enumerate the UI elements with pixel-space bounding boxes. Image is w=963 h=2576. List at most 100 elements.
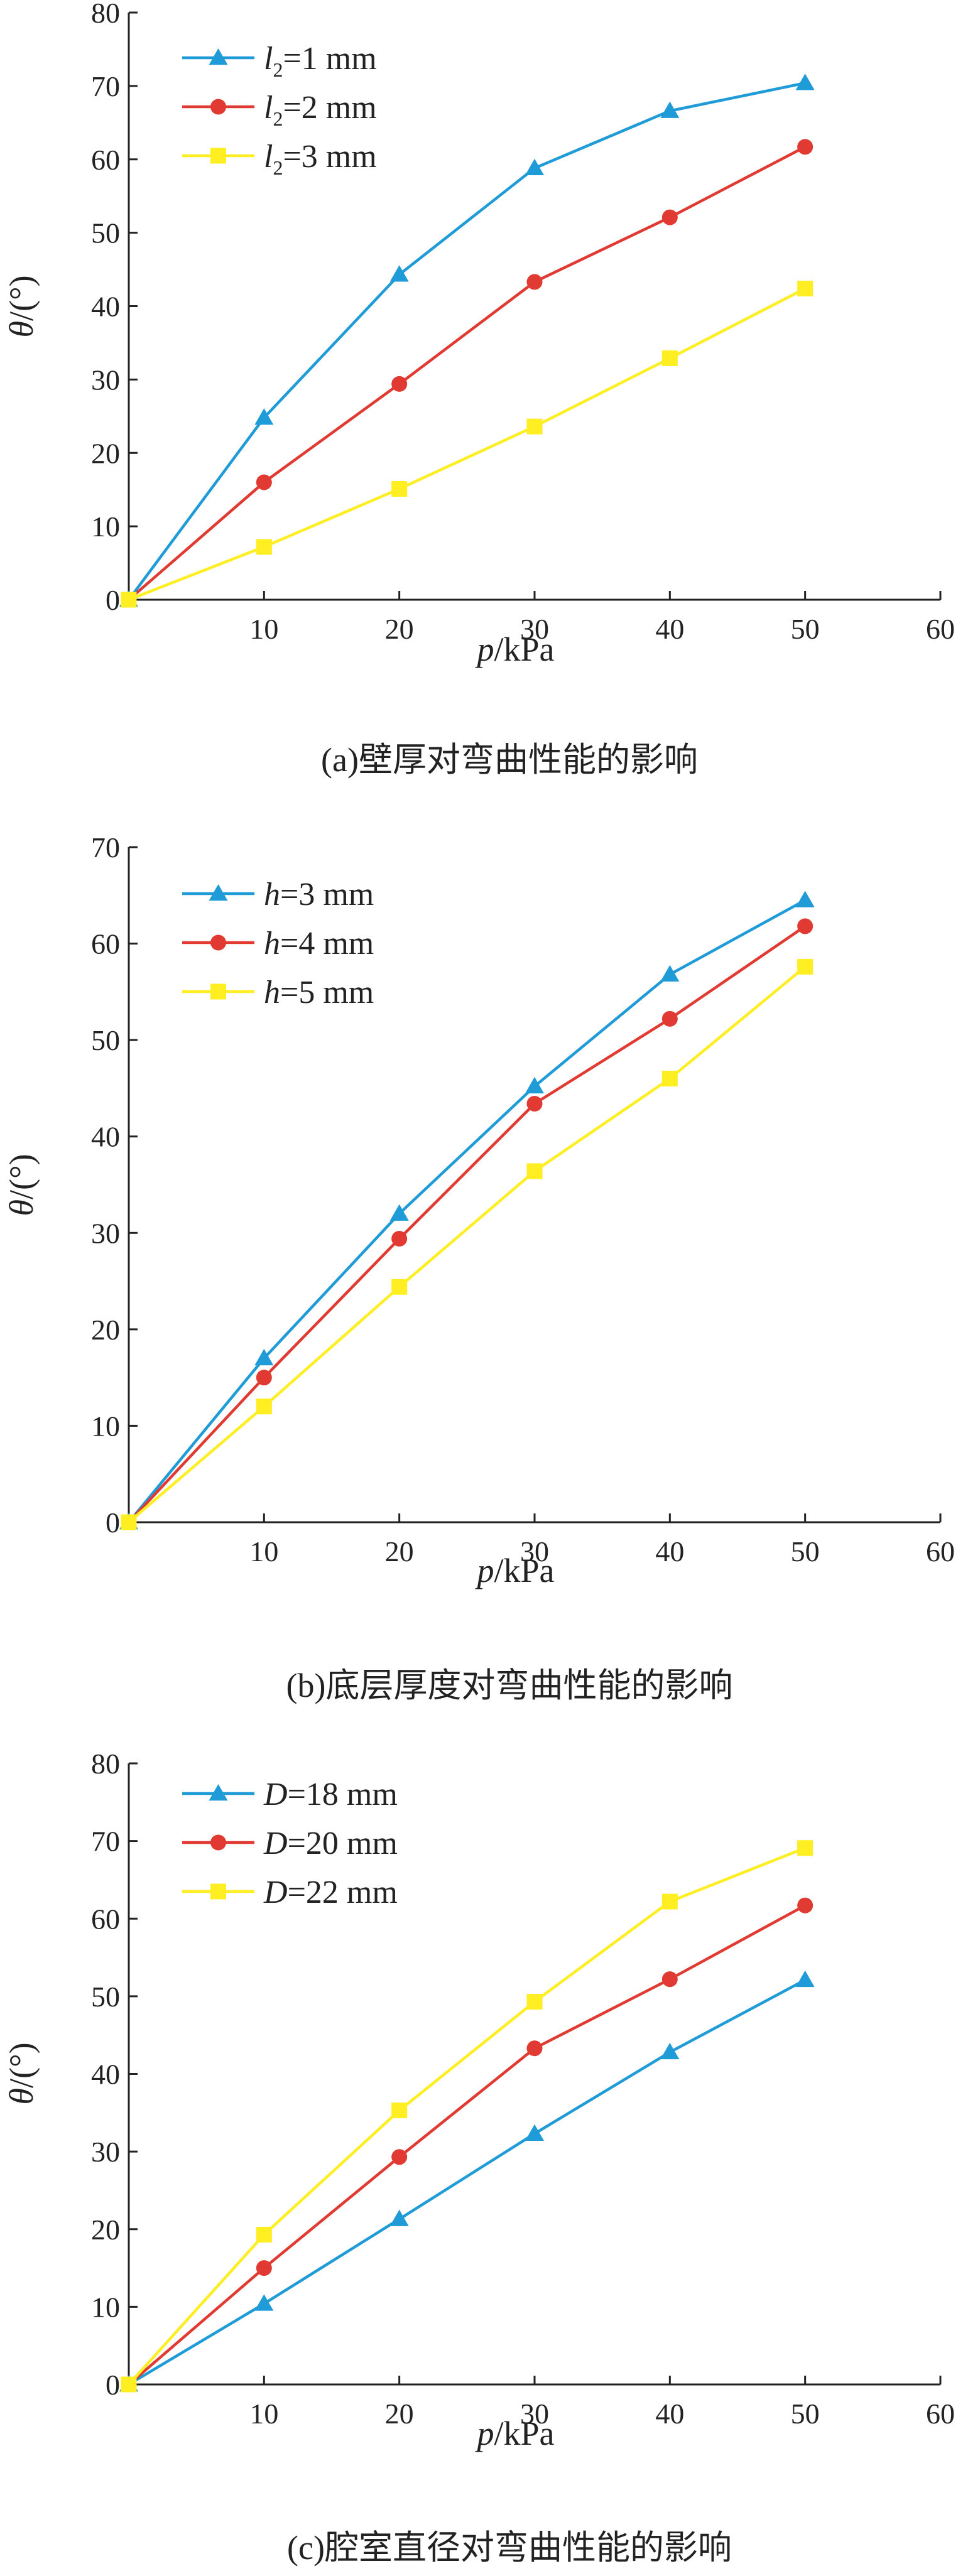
data-point [661, 1071, 678, 1087]
x-tick-label: 30 [520, 613, 549, 645]
data-point [795, 890, 815, 907]
y-tick-label: 20 [91, 2214, 120, 2246]
data-point [661, 350, 678, 366]
data-point [797, 918, 813, 934]
y-tick-label: 10 [91, 1410, 120, 1442]
data-point [391, 2149, 408, 2165]
y-tick-label: 30 [91, 1217, 120, 1249]
data-point [256, 2226, 272, 2243]
legend-marker [210, 148, 226, 164]
x-tick-label: 10 [249, 2398, 278, 2430]
chart-panel-3: 0 10 20 30 40 50 60 70 80 10 20 30 40 50 60 p/kPa θ/(°) D… [3, 1748, 955, 2567]
y-tick-label: 0 [106, 1507, 120, 1539]
legend-marker [210, 983, 226, 1000]
x-tick-label: 40 [655, 2398, 684, 2430]
data-point [795, 1970, 815, 1988]
data-point [797, 1897, 813, 1913]
x-tick-label: 20 [385, 613, 414, 645]
chart-panel-1: 0 10 20 30 40 50 60 70 80 10 20 30 40 50 60 p/kPa θ/(°) l… [3, 0, 955, 779]
data-point [256, 539, 272, 555]
series-line-2 [128, 925, 806, 1523]
series-line-3 [128, 965, 807, 1523]
y-tick-label: 0 [106, 584, 120, 616]
data-point [391, 2102, 408, 2119]
data-point [254, 2294, 274, 2311]
series-line-1 [128, 81, 806, 601]
legend-label: D=20 mm [263, 1826, 398, 1861]
legend-marker [209, 884, 228, 901]
legend-marker [210, 1883, 226, 1900]
legend-label: D=22 mm [263, 1875, 398, 1910]
y-tick-label: 10 [91, 511, 120, 543]
legend-label: h=4 mm [264, 926, 374, 961]
y-tick-label: 70 [91, 831, 120, 863]
x-tick-label: 50 [791, 613, 820, 645]
data-point [526, 1994, 543, 2010]
y-tick-label: 50 [91, 1024, 120, 1056]
legend-marker [209, 1784, 228, 1801]
data-point [526, 2040, 543, 2057]
data-point [121, 1514, 137, 1530]
x-tick-label: 50 [791, 2398, 820, 2430]
legend-label: l2=1 mm [264, 41, 377, 81]
y-tick-label: 80 [91, 1748, 120, 1780]
legend-label: h=3 mm [264, 877, 374, 912]
y-tick-label: 40 [91, 291, 120, 323]
data-point [526, 418, 543, 435]
x-tick-label: 60 [926, 2398, 955, 2430]
x-tick-label: 10 [249, 1535, 278, 1567]
y-tick-label: 50 [91, 1981, 120, 2013]
y-axis-label: θ/(°) [3, 275, 40, 337]
y-tick-label: 10 [91, 2291, 120, 2323]
data-point [121, 592, 137, 608]
data-point [795, 73, 815, 90]
x-tick-label: 50 [791, 1535, 820, 1567]
y-tick-label: 0 [106, 2369, 120, 2401]
data-point [661, 1893, 678, 1910]
data-point [391, 1279, 408, 1295]
series-line-1 [128, 1978, 806, 2386]
data-point [256, 474, 272, 490]
x-tick-label: 40 [655, 613, 684, 645]
data-point [254, 408, 274, 425]
x-tick-label: 10 [249, 613, 278, 645]
data-point [254, 1348, 274, 1366]
data-point [121, 2376, 137, 2393]
series-line-1 [128, 899, 806, 1523]
x-tick-label: 30 [520, 2398, 549, 2430]
x-tick-label: 20 [385, 2398, 414, 2430]
data-point [660, 101, 680, 118]
panel-caption: (b)底层厚度对弯曲性能的影响 [286, 1667, 733, 1704]
data-point [661, 1971, 678, 1988]
y-tick-label: 70 [91, 70, 120, 102]
x-tick-label: 60 [926, 613, 955, 645]
x-axis-label: p/kPa [474, 630, 554, 668]
data-point [389, 1204, 409, 1221]
series-line-3 [128, 287, 806, 602]
y-tick-label: 60 [91, 928, 120, 960]
x-tick-label: 30 [520, 1535, 549, 1567]
series-line-2 [128, 145, 806, 601]
y-axis-label: θ/(°) [3, 2042, 40, 2104]
data-point [256, 1399, 272, 1415]
panel-caption: (c)腔室直径对弯曲性能的影响 [287, 2529, 732, 2567]
series-line-2 [128, 1904, 806, 2386]
data-point [660, 2042, 680, 2060]
x-tick-label: 60 [926, 1535, 955, 1567]
data-point [256, 2260, 272, 2276]
x-tick-label: 40 [655, 1535, 684, 1567]
y-tick-label: 30 [91, 364, 120, 396]
legend-marker [210, 99, 226, 115]
x-tick-label: 20 [385, 1535, 414, 1567]
data-point [391, 376, 408, 392]
data-point [389, 2209, 409, 2226]
data-point [526, 274, 543, 290]
legend-marker [210, 1834, 226, 1851]
y-axis-label: θ/(°) [3, 1154, 40, 1216]
data-point [389, 265, 409, 282]
legend-label: D=18 mm [263, 1777, 398, 1812]
data-point [391, 481, 408, 497]
y-tick-label: 20 [91, 437, 120, 469]
y-tick-label: 50 [91, 217, 120, 249]
legend-label: h=5 mm [264, 975, 374, 1010]
